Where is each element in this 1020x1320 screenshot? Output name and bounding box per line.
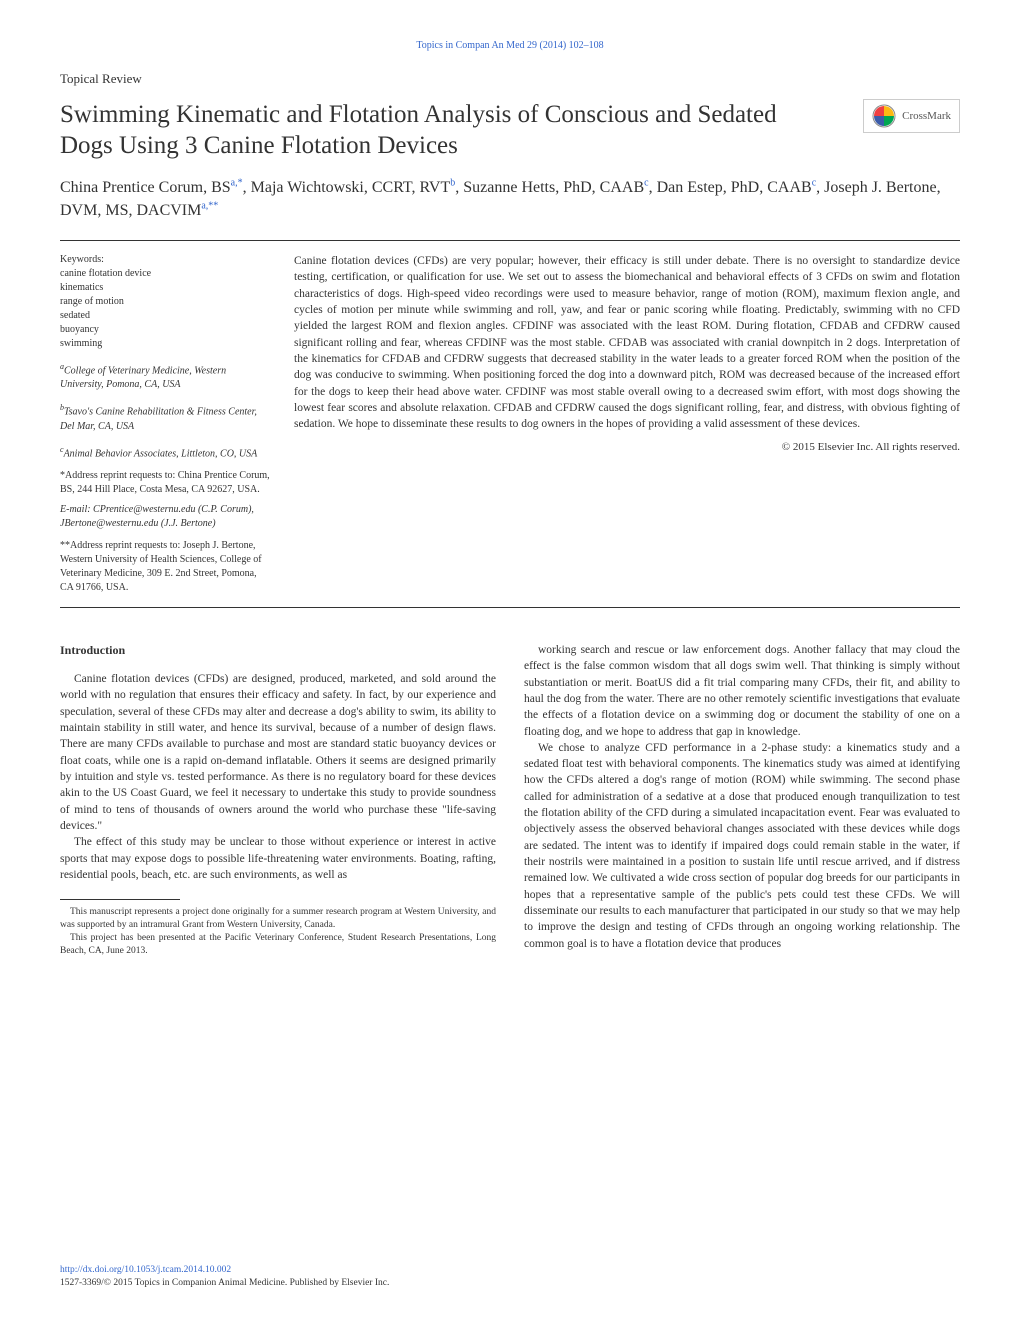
body-column-right: working search and rescue or law enforce…: [524, 642, 960, 958]
section-divider: [60, 607, 960, 608]
section-divider: [60, 240, 960, 241]
metadata-sidebar: Keywords: canine flotation devicekinemat…: [60, 253, 270, 595]
journal-header-citation: Topics in Compan An Med 29 (2014) 102–10…: [60, 40, 960, 51]
crossmark-icon: [872, 104, 896, 128]
footnote-2: This project has been presented at the P…: [60, 932, 496, 958]
keyword-item: sedated: [60, 309, 270, 323]
keyword-item: range of motion: [60, 295, 270, 309]
keywords-list: canine flotation devicekinematicsrange o…: [60, 267, 270, 351]
email-line: E-mail: CPrentice@westernu.edu (C.P. Cor…: [60, 503, 270, 531]
article-title: Swimming Kinematic and Flotation Analysi…: [60, 99, 800, 162]
copyright-line: © 2015 Elsevier Inc. All rights reserved…: [294, 440, 960, 456]
intro-paragraph-2: The effect of this study may be unclear …: [60, 834, 496, 883]
keyword-item: buoyancy: [60, 323, 270, 337]
col2-paragraph-1: working search and rescue or law enforce…: [524, 642, 960, 740]
abstract-body: Canine flotation devices (CFDs) are very…: [294, 255, 960, 430]
crossmark-label: CrossMark: [902, 110, 951, 122]
page-footer: http://dx.doi.org/10.1053/j.tcam.2014.10…: [60, 1264, 960, 1290]
keyword-item: swimming: [60, 337, 270, 351]
keyword-item: kinematics: [60, 281, 270, 295]
doi-link[interactable]: http://dx.doi.org/10.1053/j.tcam.2014.10…: [60, 1265, 231, 1275]
crossmark-badge[interactable]: CrossMark: [863, 99, 960, 133]
affiliation-item: bTsavo's Canine Rehabilitation & Fitness…: [60, 402, 270, 433]
col2-paragraph-2: We chose to analyze CFD performance in a…: [524, 740, 960, 952]
correspondence-1: *Address reprint requests to: China Pren…: [60, 469, 270, 497]
intro-paragraph-1: Canine flotation devices (CFDs) are desi…: [60, 671, 496, 834]
issn-copyright-line: 1527-3369/© 2015 Topics in Companion Ani…: [60, 1278, 389, 1288]
abstract-text: Canine flotation devices (CFDs) are very…: [294, 253, 960, 595]
affiliation-item: cAnimal Behavior Associates, Littleton, …: [60, 444, 270, 461]
affiliation-item: aCollege of Veterinary Medicine, Western…: [60, 361, 270, 392]
footnote-1: This manuscript represents a project don…: [60, 906, 496, 932]
body-column-left: Introduction Canine flotation devices (C…: [60, 642, 496, 958]
article-type-label: Topical Review: [60, 71, 960, 87]
correspondence-2: **Address reprint requests to: Joseph J.…: [60, 539, 270, 595]
author-list: China Prentice Corum, BSa,*, Maja Wichto…: [60, 176, 960, 222]
keyword-item: canine flotation device: [60, 267, 270, 281]
footnote-divider: [60, 899, 180, 900]
introduction-heading: Introduction: [60, 642, 496, 659]
keywords-label: Keywords:: [60, 253, 270, 267]
